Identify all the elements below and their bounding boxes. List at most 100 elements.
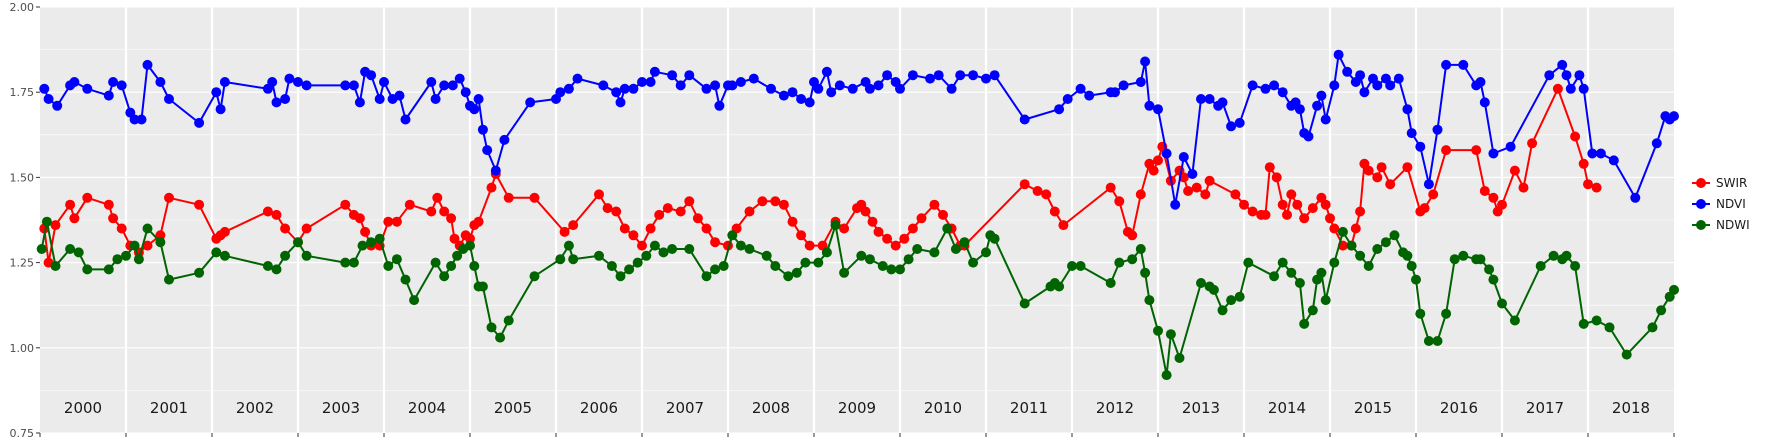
data-point-ndvi xyxy=(834,80,845,91)
data-point-ndwi xyxy=(770,261,781,271)
data-point-ndwi xyxy=(340,257,351,268)
data-point-ndvi xyxy=(667,70,678,81)
data-point-ndvi xyxy=(374,94,385,104)
data-point-swir xyxy=(628,230,639,241)
data-point-ndwi xyxy=(1372,244,1383,254)
data-point-ndwi xyxy=(1320,295,1331,306)
data-point-ndvi xyxy=(873,80,884,91)
data-point-ndvi xyxy=(103,90,114,101)
data-point-swir xyxy=(1329,223,1340,234)
data-point-ndvi xyxy=(989,70,1000,81)
data-point-ndwi xyxy=(1647,322,1658,333)
data-point-ndwi xyxy=(1269,271,1280,282)
data-point-swir xyxy=(301,223,312,234)
data-point-swir xyxy=(1114,196,1125,207)
x-axis-ticks xyxy=(39,433,1675,437)
data-point-ndwi xyxy=(1497,298,1507,309)
data-point-ndwi xyxy=(594,250,604,261)
data-point-ndvi xyxy=(354,97,365,108)
data-point-ndvi xyxy=(925,73,936,84)
data-point-ndvi xyxy=(684,70,695,81)
data-point-ndwi xyxy=(959,237,970,248)
data-point-ndvi xyxy=(129,114,140,125)
data-point-ndwi xyxy=(710,264,721,275)
data-point-ndvi xyxy=(727,80,738,91)
data-point-ndwi xyxy=(1389,230,1400,241)
data-point-ndvi xyxy=(1359,87,1370,98)
data-point-ndvi xyxy=(1320,114,1331,125)
data-point-ndwi xyxy=(1458,250,1469,261)
data-point-ndvi xyxy=(1574,70,1585,81)
data-point-ndwi xyxy=(1337,226,1348,237)
data-point-ndvi xyxy=(649,66,660,77)
data-point-ndvi xyxy=(430,94,441,104)
data-point-ndwi xyxy=(1019,298,1030,309)
data-point-swir xyxy=(744,206,755,217)
data-point-ndwi xyxy=(1346,240,1357,251)
data-point-swir xyxy=(1578,158,1589,169)
data-point-ndvi xyxy=(1458,59,1469,70)
legend-label-ndwi: NDWI xyxy=(1716,218,1750,232)
data-point-ndvi xyxy=(1565,83,1576,94)
data-point-ndwi xyxy=(164,274,174,285)
data-point-swir xyxy=(271,209,282,220)
data-point-ndwi xyxy=(606,261,617,271)
data-point-ndvi xyxy=(1432,124,1443,135)
data-point-ndvi xyxy=(796,94,807,104)
data-point-swir xyxy=(916,213,927,224)
data-point-swir xyxy=(1363,165,1374,176)
data-point-ndwi xyxy=(486,322,497,333)
data-point-ndwi xyxy=(632,257,643,268)
data-point-ndwi xyxy=(1432,336,1443,346)
y-tick-label: 0.75 xyxy=(10,427,35,440)
data-point-ndwi xyxy=(1105,278,1116,288)
data-point-ndvi xyxy=(400,114,411,125)
data-point-ndwi xyxy=(1578,318,1589,329)
data-point-swir xyxy=(867,216,878,227)
data-point-swir xyxy=(1471,145,1482,156)
data-point-ndvi xyxy=(469,104,480,115)
data-point-ndwi xyxy=(82,264,93,275)
legend-label-ndvi: NDVI xyxy=(1716,197,1746,211)
data-point-ndvi xyxy=(1247,80,1258,91)
data-point-ndvi xyxy=(981,73,991,84)
data-point-ndvi xyxy=(701,83,712,94)
data-point-ndvi xyxy=(1578,83,1589,94)
data-point-ndwi xyxy=(1415,308,1426,319)
data-point-ndwi xyxy=(446,261,457,271)
year-label: 2005 xyxy=(494,399,532,417)
data-point-ndvi xyxy=(1342,66,1353,77)
data-point-ndwi xyxy=(1054,281,1065,292)
data-point-ndvi xyxy=(43,94,54,104)
data-point-ndwi xyxy=(903,254,914,265)
data-point-swir xyxy=(194,199,205,210)
data-point-ndvi xyxy=(490,165,501,176)
data-point-ndvi xyxy=(284,73,295,84)
data-point-swir xyxy=(594,189,604,200)
data-point-ndvi xyxy=(1544,70,1555,81)
data-point-ndwi xyxy=(112,254,123,265)
data-point-ndwi xyxy=(1402,250,1413,261)
data-point-ndwi xyxy=(73,247,84,258)
data-point-ndvi xyxy=(598,80,609,91)
data-point-swir xyxy=(938,209,948,220)
data-point-ndwi xyxy=(1286,267,1297,278)
data-point-ndwi xyxy=(1243,257,1254,268)
data-point-ndvi xyxy=(710,80,721,91)
data-point-ndvi xyxy=(379,77,389,87)
data-point-ndvi xyxy=(813,83,824,94)
legend-marker-ndvi xyxy=(1696,199,1706,209)
data-point-ndwi xyxy=(1535,261,1546,271)
data-point-ndvi xyxy=(1204,94,1215,104)
data-point-ndwi xyxy=(529,271,540,282)
data-point-ndvi xyxy=(1217,97,1228,108)
data-point-ndvi xyxy=(611,87,622,98)
data-point-ndwi xyxy=(555,254,566,265)
data-point-ndwi xyxy=(701,271,712,282)
data-point-swir xyxy=(602,203,613,214)
data-point-swir xyxy=(108,213,119,224)
data-point-ndvi xyxy=(1329,80,1340,91)
year-label: 2014 xyxy=(1268,399,1306,417)
data-point-ndwi xyxy=(219,250,230,261)
